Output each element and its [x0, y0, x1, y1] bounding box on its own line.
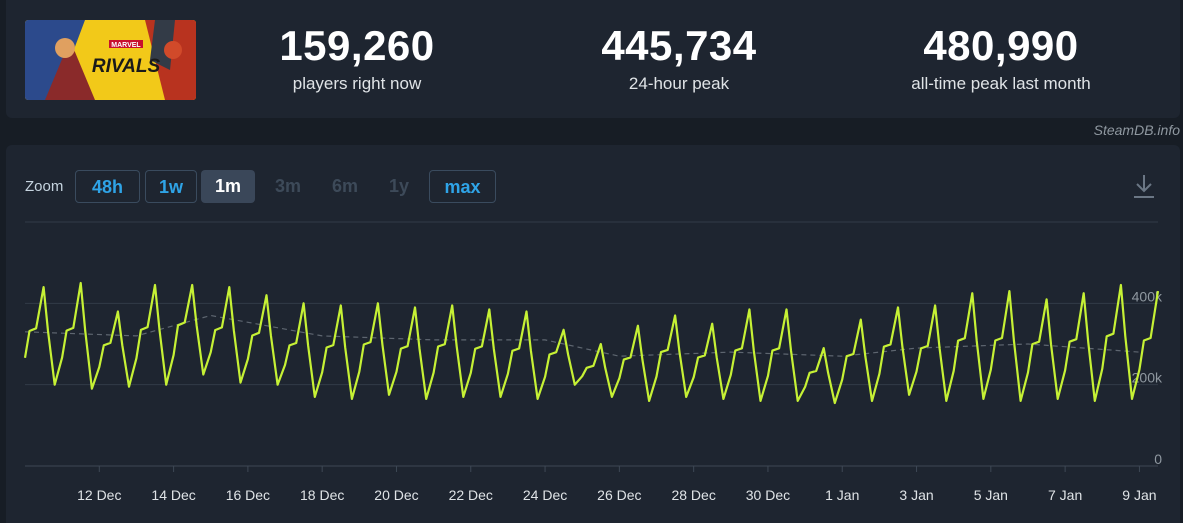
x-tick-label: 14 Dec — [151, 487, 195, 503]
24h-peak-label: 24-hour peak — [628, 74, 730, 93]
x-tick-label: 20 Dec — [374, 487, 418, 503]
download-icon[interactable] — [1132, 173, 1156, 199]
x-tick-label: 1 Jan — [825, 487, 859, 503]
x-tick-label: 26 Dec — [597, 487, 641, 503]
all-time-peak-value: 480,990 — [923, 22, 1079, 69]
zoom-label: Zoom — [25, 178, 64, 195]
zoom-6m-button: 6m — [331, 176, 358, 196]
zoom-1y-button: 1y — [388, 176, 410, 196]
current-players-value: 159,260 — [279, 22, 435, 69]
game-thumbnail-art: MARVEL RIVALS — [25, 20, 196, 100]
zoom-1w-button[interactable]: 1w — [145, 170, 197, 203]
current-players-label: players right now — [292, 74, 422, 93]
series-line-players — [23, 281, 1160, 405]
x-tick-label: 30 Dec — [746, 487, 790, 503]
x-tick-label: 3 Jan — [899, 487, 933, 503]
brand-text: MARVEL — [111, 42, 141, 49]
x-tick-label: 9 Jan — [1122, 487, 1156, 503]
x-tick-label: 28 Dec — [671, 487, 715, 503]
x-tick-label: 24 Dec — [523, 487, 567, 503]
zoom-max-button[interactable]: max — [429, 170, 496, 203]
zoom-1m-button[interactable]: 1m — [201, 170, 255, 203]
x-tick-label: 5 Jan — [974, 487, 1008, 503]
game-thumbnail[interactable]: MARVEL RIVALS — [25, 20, 196, 100]
y-tick-label: 400k — [1132, 288, 1163, 304]
chart-panel: Zoom 48h 1w 1m 3m 6m 1y max — [6, 145, 1180, 523]
stats-panel: MARVEL RIVALS 159,260 players right now … — [6, 0, 1180, 118]
series-line-average — [24, 314, 1140, 357]
x-tick-label: 18 Dec — [300, 487, 344, 503]
x-tick-label: 22 Dec — [449, 487, 493, 503]
y-tick-label: 0 — [1154, 451, 1162, 467]
x-tick-label: 12 Dec — [77, 487, 121, 503]
all-time-peak-label: all-time peak last month — [911, 74, 1091, 93]
logo-text: RIVALS — [92, 56, 161, 77]
zoom-3m-button: 3m — [274, 176, 301, 196]
24h-peak-value: 445,734 — [601, 22, 757, 69]
x-tick-label: 7 Jan — [1048, 487, 1082, 503]
stat-24h-peak: 445,734 24-hour peak — [549, 22, 809, 94]
zoom-48h-button[interactable]: 48h — [75, 170, 140, 203]
stat-all-time-peak: 480,990 all-time peak last month — [871, 22, 1131, 94]
x-tick-label: 16 Dec — [226, 487, 270, 503]
stat-current-players: 159,260 players right now — [227, 22, 487, 94]
steamdb-credit[interactable]: SteamDB.info — [1093, 122, 1180, 138]
